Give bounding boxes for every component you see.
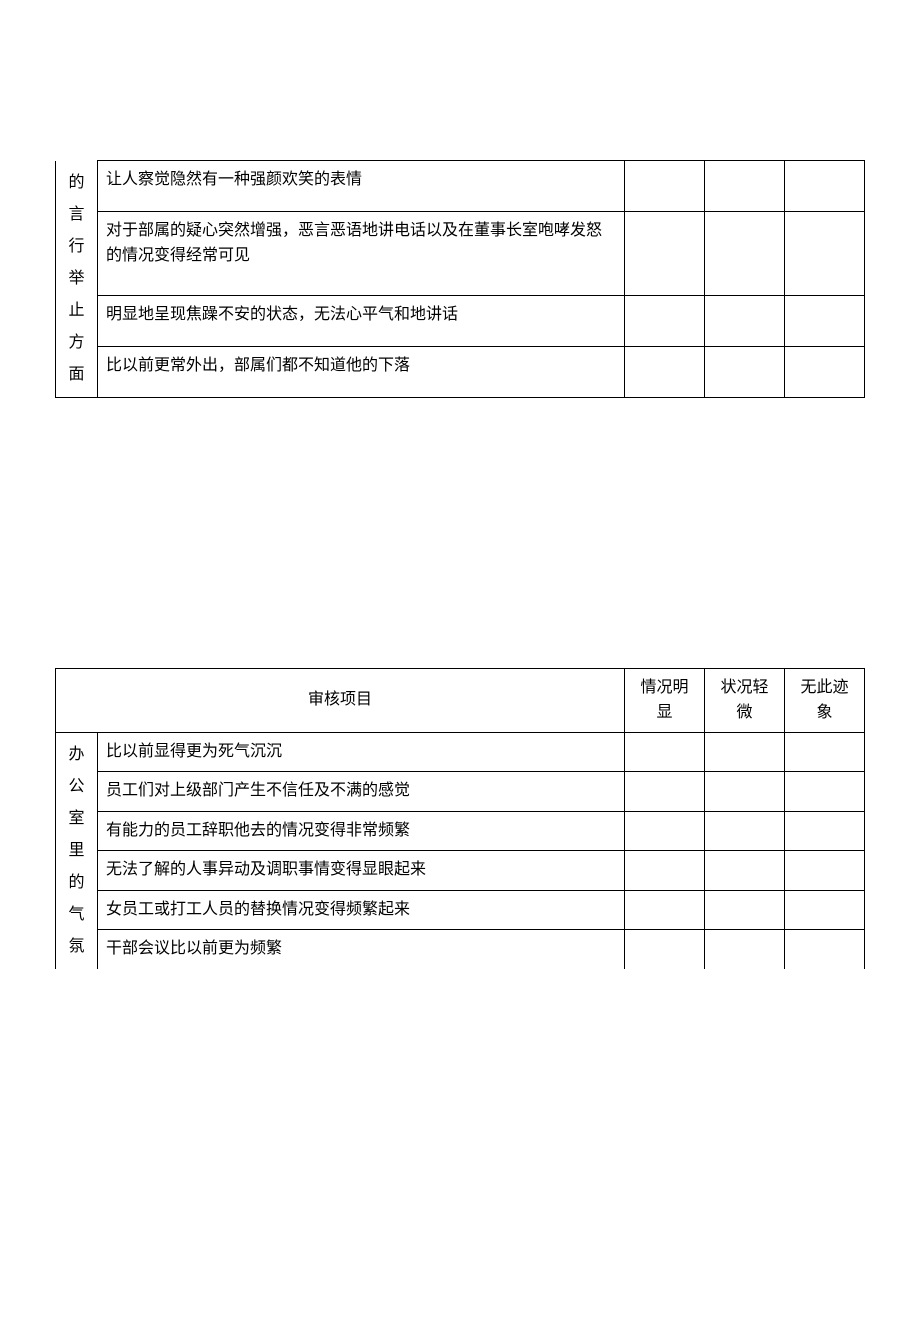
label-char: 公	[58, 771, 95, 803]
check-cell	[625, 161, 705, 212]
check-cell	[785, 930, 865, 969]
table-row: 女员工或打工人员的替换情况变得频繁起来	[56, 890, 865, 930]
table-row: 无法了解的人事异动及调职事情变得显眼起来	[56, 851, 865, 891]
label-char: 方	[58, 327, 95, 359]
label-char: 的	[58, 167, 95, 199]
check-cell	[705, 811, 785, 851]
check-cell	[785, 890, 865, 930]
item-text: 女员工或打工人员的替换情况变得频繁起来	[98, 890, 625, 930]
table-row: 有能力的员工辞职他去的情况变得非常频繁	[56, 811, 865, 851]
item-text: 有能力的员工辞职他去的情况变得非常频繁	[98, 811, 625, 851]
table-row: 明显地呈现焦躁不安的状态，无法心平气和地讲话	[56, 296, 865, 347]
item-text: 明显地呈现焦躁不安的状态，无法心平气和地讲话	[98, 296, 625, 347]
label-char: 的	[58, 867, 95, 899]
item-text: 让人察觉隐然有一种强颜欢笑的表情	[98, 161, 625, 212]
table-row: 员工们对上级部门产生不信任及不满的感觉	[56, 772, 865, 812]
check-cell	[705, 772, 785, 812]
check-cell	[705, 211, 785, 295]
label-char: 气	[58, 899, 95, 931]
header-col1: 情况明显	[625, 668, 705, 732]
check-cell	[625, 211, 705, 295]
item-text: 比以前更常外出，部属们都不知道他的下落	[98, 346, 625, 397]
label-char: 面	[58, 359, 95, 391]
check-cell	[625, 811, 705, 851]
table-row: 办 公 室 里 的 气 氛 比以前显得更为死气沉沉	[56, 732, 865, 772]
label-char: 言	[58, 199, 95, 231]
category-label: 的 言 行 举 止 方 面	[56, 161, 98, 398]
check-cell	[705, 346, 785, 397]
table-row: 比以前更常外出，部属们都不知道他的下落	[56, 346, 865, 397]
check-cell	[785, 161, 865, 212]
item-text: 无法了解的人事异动及调职事情变得显眼起来	[98, 851, 625, 891]
table-row: 的 言 行 举 止 方 面 让人察觉隐然有一种强颜欢笑的表情	[56, 161, 865, 212]
behavior-table: 的 言 行 举 止 方 面 让人察觉隐然有一种强颜欢笑的表情 对于部属的疑心突然…	[55, 160, 865, 398]
check-cell	[785, 811, 865, 851]
header-row: 审核项目 情况明显 状况轻微 无此迹象	[56, 668, 865, 732]
item-text: 员工们对上级部门产生不信任及不满的感觉	[98, 772, 625, 812]
item-text: 干部会议比以前更为频繁	[98, 930, 625, 969]
check-cell	[705, 161, 785, 212]
check-cell	[785, 211, 865, 295]
label-char: 里	[58, 835, 95, 867]
label-char: 止	[58, 295, 95, 327]
item-text: 对于部属的疑心突然增强，恶言恶语地讲电话以及在董事长室咆哮发怒的情况变得经常可见	[98, 211, 625, 295]
header-main: 审核项目	[56, 668, 625, 732]
check-cell	[705, 930, 785, 969]
label-char: 氛	[58, 931, 95, 963]
label-char: 举	[58, 263, 95, 295]
check-cell	[625, 890, 705, 930]
table-row: 对于部属的疑心突然增强，恶言恶语地讲电话以及在董事长室咆哮发怒的情况变得经常可见	[56, 211, 865, 295]
check-cell	[625, 930, 705, 969]
label-char: 室	[58, 803, 95, 835]
check-cell	[625, 732, 705, 772]
check-cell	[785, 772, 865, 812]
check-cell	[625, 346, 705, 397]
check-cell	[625, 772, 705, 812]
check-cell	[705, 890, 785, 930]
table-row: 干部会议比以前更为频繁	[56, 930, 865, 969]
check-cell	[785, 851, 865, 891]
category-label: 办 公 室 里 的 气 氛	[56, 732, 98, 969]
label-char: 办	[58, 739, 95, 771]
header-col2: 状况轻微	[705, 668, 785, 732]
check-cell	[625, 296, 705, 347]
check-cell	[785, 346, 865, 397]
check-cell	[785, 732, 865, 772]
header-col3: 无此迹象	[785, 668, 865, 732]
check-cell	[705, 851, 785, 891]
item-text: 比以前显得更为死气沉沉	[98, 732, 625, 772]
check-cell	[705, 296, 785, 347]
label-char: 行	[58, 231, 95, 263]
check-cell	[705, 732, 785, 772]
check-cell	[785, 296, 865, 347]
check-cell	[625, 851, 705, 891]
atmosphere-table: 审核项目 情况明显 状况轻微 无此迹象 办 公 室 里 的 气 氛 比以前显得更…	[55, 668, 865, 969]
